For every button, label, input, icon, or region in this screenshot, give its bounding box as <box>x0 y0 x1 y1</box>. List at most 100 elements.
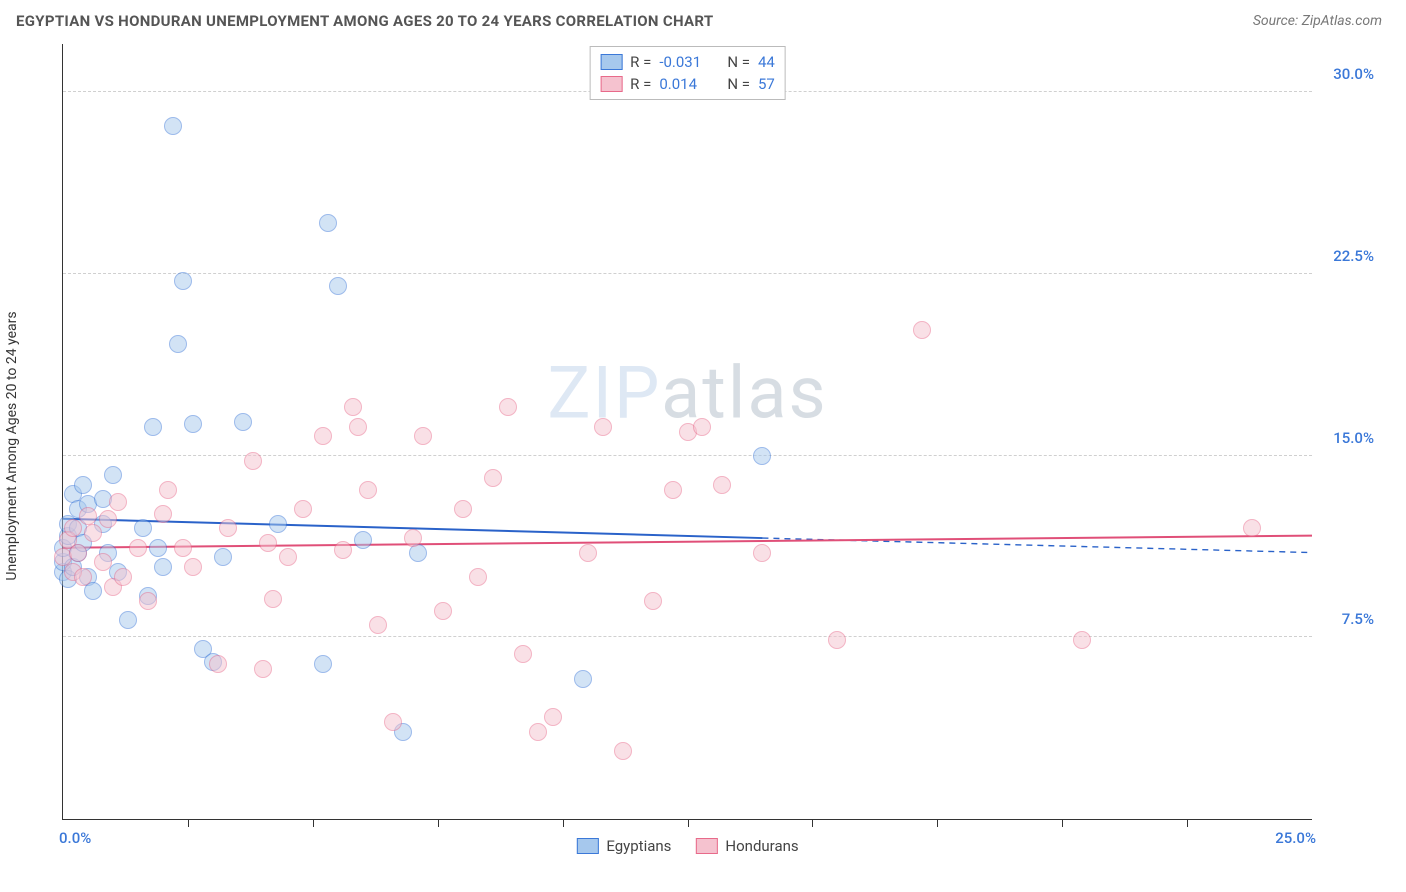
legend-n-value: 57 <box>758 75 775 93</box>
chart-title: EGYPTIAN VS HONDURAN UNEMPLOYMENT AMONG … <box>16 12 713 30</box>
legend-r-label: R = <box>630 53 651 71</box>
scatter-point <box>104 466 122 484</box>
scatter-point <box>214 548 232 566</box>
scatter-point <box>174 272 192 290</box>
scatter-point <box>713 476 731 494</box>
scatter-point <box>384 713 402 731</box>
scatter-point <box>314 655 332 673</box>
scatter-point <box>404 529 422 547</box>
y-tick-label: 30.0% <box>1333 65 1374 83</box>
legend-n-label: N = <box>727 53 750 71</box>
scatter-point <box>74 568 92 586</box>
legend-r-label: R = <box>630 75 651 93</box>
x-tick <box>937 819 938 827</box>
y-tick-label: 15.0% <box>1333 429 1374 447</box>
legend-item: Egyptians <box>576 837 671 855</box>
scatter-point <box>184 558 202 576</box>
legend-n-label: N = <box>727 75 750 93</box>
y-axis-label: Unemployment Among Ages 20 to 24 years <box>4 311 20 580</box>
x-tick <box>688 819 689 827</box>
scatter-point <box>99 510 117 528</box>
scatter-point <box>359 481 377 499</box>
scatter-point <box>828 631 846 649</box>
scatter-point <box>144 418 162 436</box>
legend-n-value: 44 <box>758 53 775 71</box>
scatter-point <box>753 544 771 562</box>
scatter-point <box>434 602 452 620</box>
chart-container: Unemployment Among Ages 20 to 24 years Z… <box>16 44 1382 848</box>
legend-swatch <box>576 838 598 854</box>
scatter-point <box>264 590 282 608</box>
scatter-point <box>159 481 177 499</box>
x-tick <box>188 819 189 827</box>
scatter-point <box>74 476 92 494</box>
scatter-point <box>454 500 472 518</box>
scatter-point <box>574 670 592 688</box>
scatter-point <box>329 277 347 295</box>
scatter-point <box>269 515 287 533</box>
scatter-point <box>259 534 277 552</box>
regression-line <box>63 536 1312 548</box>
scatter-point <box>69 544 87 562</box>
scatter-point <box>139 592 157 610</box>
scatter-point <box>254 660 272 678</box>
scatter-point <box>79 507 97 525</box>
scatter-point <box>84 524 102 542</box>
scatter-point <box>279 548 297 566</box>
y-tick-label: 22.5% <box>1333 247 1374 265</box>
scatter-point <box>84 582 102 600</box>
scatter-point <box>169 335 187 353</box>
scatter-point <box>369 616 387 634</box>
x-tick <box>563 819 564 827</box>
scatter-point <box>209 655 227 673</box>
scatter-point <box>1243 519 1261 537</box>
scatter-point <box>149 539 167 557</box>
scatter-point <box>154 505 172 523</box>
legend-r-value: 0.014 <box>659 75 711 93</box>
scatter-point <box>499 398 517 416</box>
scatter-point <box>334 541 352 559</box>
scatter-point <box>234 413 252 431</box>
legend-label: Hondurans <box>725 837 798 855</box>
x-tick <box>812 819 813 827</box>
scatter-point <box>219 519 237 537</box>
y-tick-label: 7.5% <box>1342 610 1374 628</box>
scatter-point <box>664 481 682 499</box>
scatter-point <box>469 568 487 586</box>
scatter-point <box>644 592 662 610</box>
scatter-point <box>119 611 137 629</box>
legend-swatch <box>600 76 622 92</box>
scatter-point <box>913 321 931 339</box>
scatter-point <box>164 117 182 135</box>
legend-label: Egyptians <box>606 837 671 855</box>
scatter-point <box>514 645 532 663</box>
source-attribution: Source: ZipAtlas.com <box>1253 13 1382 29</box>
x-tick-label: 25.0% <box>1275 829 1316 847</box>
scatter-point <box>174 539 192 557</box>
gridline-h <box>63 636 1312 637</box>
scatter-point <box>614 742 632 760</box>
scatter-point <box>154 558 172 576</box>
legend-series: Egyptians Hondurans <box>576 837 798 855</box>
x-tick <box>1062 819 1063 827</box>
legend-stat-row: R =-0.031N =44 <box>600 51 775 73</box>
legend-swatch <box>600 54 622 70</box>
scatter-point <box>109 493 127 511</box>
scatter-point <box>64 519 82 537</box>
scatter-point <box>414 427 432 445</box>
scatter-point <box>349 418 367 436</box>
scatter-point <box>529 723 547 741</box>
legend-stats: R =-0.031N =44R =0.014N =57 <box>589 46 786 100</box>
scatter-point <box>594 418 612 436</box>
gridline-h <box>63 273 1312 274</box>
legend-item: Hondurans <box>695 837 798 855</box>
scatter-point <box>544 708 562 726</box>
scatter-point <box>579 544 597 562</box>
scatter-point <box>94 553 112 571</box>
scatter-point <box>134 519 152 537</box>
x-tick <box>313 819 314 827</box>
scatter-point <box>184 415 202 433</box>
scatter-point <box>114 568 132 586</box>
regression-line-extrapolated <box>762 538 1312 553</box>
x-tick <box>438 819 439 827</box>
